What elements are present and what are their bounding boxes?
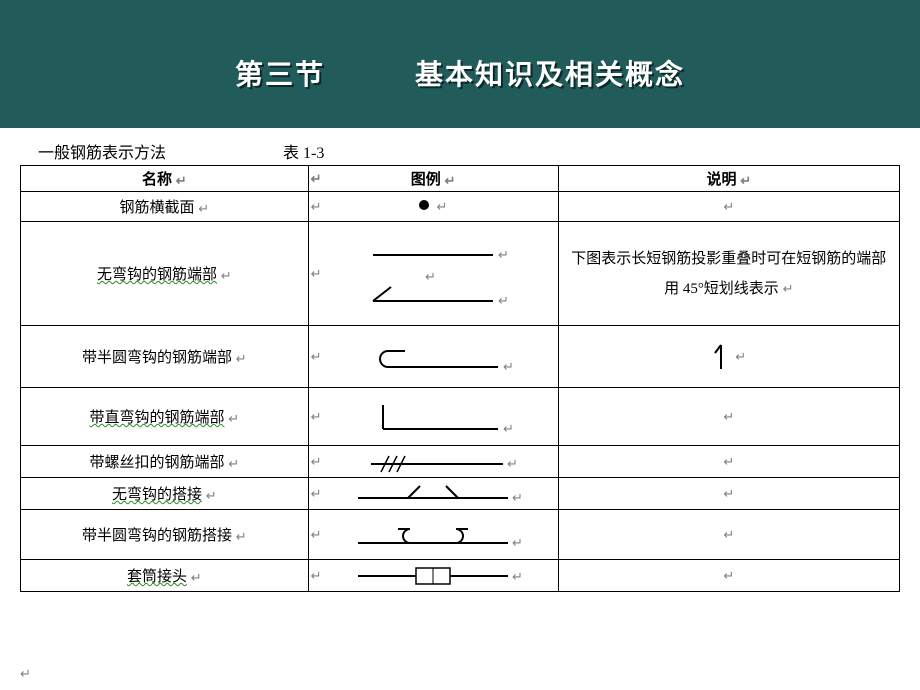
symbol-semicircle-hook: ↵ [343, 337, 523, 377]
symbol-lap-no-hook: ↵ [338, 482, 528, 506]
enter-mark-icon: ↵ [735, 349, 746, 365]
table-container: 一般钢筋表示方法 表 1-3 名称 ↵ ↵ 图例 ↵ 说明 ↵ 钢筋横截面 ↵ [20, 139, 900, 592]
row-name: 带直弯钩的钢筋端部 [89, 410, 224, 426]
slide-title: 第三节 基本知识及相关概念 [235, 59, 685, 90]
symbol-vertical-tick [711, 343, 731, 371]
row-name: 无弯钩的搭接 [112, 487, 202, 503]
svg-text:↵: ↵ [425, 269, 436, 284]
enter-mark-icon: ↵ [221, 268, 232, 284]
enter-mark-icon: ↵ [723, 527, 734, 543]
enter-mark-icon: ↵ [206, 488, 217, 504]
table-row: 带直弯钩的钢筋端部 ↵ ↵ ↵ ↵ [21, 388, 900, 446]
row-name: 带半圆弯钩的钢筋搭接 [82, 528, 232, 544]
table-row: 带半圆弯钩的钢筋端部 ↵ ↵ ↵ ↵ [21, 326, 900, 388]
col-header-symbol: 图例 ↵ [308, 166, 558, 192]
row-name: 带螺丝扣的钢筋端部 [89, 455, 224, 471]
svg-text:↵: ↵ [498, 247, 509, 262]
enter-mark-icon: ↵ [723, 454, 734, 470]
table-caption-right: 表 1-3 [283, 139, 443, 163]
table-row: 钢筋横截面 ↵ ↵ ↵ ↵ [21, 192, 900, 222]
svg-text:↵: ↵ [498, 293, 509, 308]
enter-mark-icon: ↵ [444, 173, 455, 189]
row-name: 无弯钩的钢筋端部 [97, 267, 217, 283]
slide-title-wrap: 第三节 基本知识及相关概念 第三节 基本知识及相关概念 [0, 53, 920, 93]
table-row: 带半圆弯钩的钢筋搭接 ↵ ↵ ↵ ↵ [21, 510, 900, 560]
svg-text:↵: ↵ [503, 359, 514, 374]
enter-mark-icon: ↵ [723, 409, 734, 425]
col-header-desc-text: 说明 [706, 172, 736, 188]
page-end-mark: ↵ [20, 666, 31, 682]
table-row: 套筒接头 ↵ ↵ ↵ ↵ [21, 560, 900, 592]
symbol-lap-semicircle-hook: ↵ [338, 517, 528, 553]
enter-mark-icon: ↵ [740, 173, 751, 189]
table-caption: 一般钢筋表示方法 表 1-3 [20, 139, 900, 165]
table-row: 带螺丝扣的钢筋端部 ↵ ↵ ↵ ↵ [21, 446, 900, 478]
svg-text:↵: ↵ [507, 456, 518, 471]
enter-mark-icon: ↵ [236, 351, 247, 367]
table-caption-left: 一般钢筋表示方法 [20, 139, 283, 163]
enter-mark-icon: ↵ [228, 411, 239, 427]
col-header-symbol-text: 图例 [411, 172, 441, 188]
enter-mark-icon: ↵ [723, 199, 734, 215]
enter-mark-icon: ↵ [228, 456, 239, 472]
enter-mark-icon: ↵ [236, 529, 247, 545]
row-desc: 下图表示长短钢筋投影重叠时可在短钢筋的端部用 45°短划线表示 [571, 251, 886, 297]
table-header-row: 名称 ↵ ↵ 图例 ↵ 说明 ↵ [21, 166, 900, 192]
slide-header-band: 第三节 基本知识及相关概念 第三节 基本知识及相关概念 [0, 0, 920, 128]
col-header-name-text: 名称 [142, 172, 172, 188]
enter-mark-icon: ↵ [723, 486, 734, 502]
enter-mark-icon: ↵ [436, 199, 447, 215]
svg-text:↵: ↵ [512, 535, 523, 550]
col-header-desc: 说明 ↵ [558, 166, 899, 192]
enter-mark-icon: ↵ [198, 201, 209, 217]
enter-mark-icon: ↵ [191, 570, 202, 586]
row-name: 带半圆弯钩的钢筋端部 [82, 350, 232, 366]
row-name: 钢筋横截面 [119, 200, 194, 216]
svg-text:↵: ↵ [512, 490, 523, 505]
symbol-right-angle-hook: ↵ [343, 395, 523, 439]
table-row: 无弯钩的钢筋端部 ↵ ↵ ↵ ↵ ↵ 下图表示长短钢筋投影重叠时可在短钢筋的端部… [21, 222, 900, 326]
svg-text:↵: ↵ [512, 569, 523, 584]
row-name: 套筒接头 [127, 569, 187, 585]
enter-mark-icon: ↵ [176, 173, 187, 189]
symbol-cross-section-dot [419, 200, 429, 210]
symbol-no-hook-end: ↵ ↵ ↵ [343, 231, 523, 317]
symbol-threaded-end: ↵ [343, 450, 523, 474]
rebar-symbol-table: 名称 ↵ ↵ 图例 ↵ 说明 ↵ 钢筋横截面 ↵ ↵ ↵ [20, 165, 900, 592]
svg-text:↵: ↵ [503, 421, 514, 436]
enter-mark-icon: ↵ [783, 276, 794, 302]
table-row: 无弯钩的搭接 ↵ ↵ ↵ ↵ [21, 478, 900, 510]
col-header-name: 名称 ↵ ↵ [21, 166, 309, 192]
symbol-sleeve-joint: ↵ [338, 563, 528, 589]
enter-mark-icon: ↵ [723, 568, 734, 584]
